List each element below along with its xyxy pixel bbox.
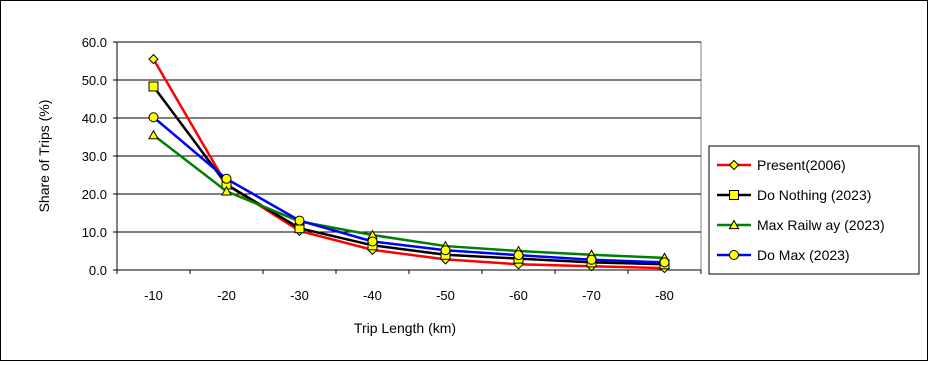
series-4-point bbox=[659, 257, 670, 268]
series-3-line bbox=[152, 134, 665, 260]
legend-label: Max Railw ay (2023) bbox=[757, 217, 885, 233]
series-3-point bbox=[221, 185, 232, 196]
series-1-point bbox=[148, 53, 159, 65]
series-4-point bbox=[221, 173, 232, 184]
legend-marker bbox=[729, 250, 739, 260]
series-4-point bbox=[440, 245, 451, 256]
legend-marker bbox=[728, 219, 740, 230]
y-axis-title: Share of Trips (%) bbox=[36, 100, 52, 213]
series-4-point bbox=[367, 236, 378, 247]
x-tick-label: -60 bbox=[509, 288, 528, 303]
x-tick-label: -20 bbox=[217, 288, 236, 303]
legend-marker bbox=[728, 159, 740, 171]
x-tick-label: -50 bbox=[436, 288, 455, 303]
legend-label: Do Nothing (2023) bbox=[757, 187, 871, 203]
y-tick-label: 20.0 bbox=[82, 187, 107, 202]
series-4-point bbox=[513, 250, 524, 261]
y-tick-label: 40.0 bbox=[82, 111, 107, 126]
y-tick-label: 30.0 bbox=[82, 149, 107, 164]
x-tick-label: -40 bbox=[363, 288, 382, 303]
x-axis-title: Trip Length (km) bbox=[354, 320, 456, 336]
series-2-point bbox=[148, 81, 159, 92]
y-tick-label: 10.0 bbox=[82, 225, 107, 240]
x-tick-label: -80 bbox=[655, 288, 674, 303]
legend-label: Do Max (2023) bbox=[757, 247, 850, 263]
legend-box bbox=[708, 145, 920, 275]
y-tick-label: 50.0 bbox=[82, 73, 107, 88]
series-4-point bbox=[294, 215, 305, 226]
y-tick-label: 0.0 bbox=[89, 263, 107, 278]
x-tick-label: -70 bbox=[582, 288, 601, 303]
x-tick-label: -30 bbox=[290, 288, 309, 303]
series-4-point bbox=[586, 254, 597, 265]
legend-label: Present(2006) bbox=[757, 157, 846, 173]
series-2-line bbox=[152, 85, 665, 266]
series-4-line bbox=[152, 116, 665, 264]
legend-marker bbox=[729, 190, 739, 200]
x-tick-label: -10 bbox=[144, 288, 163, 303]
series-3-point bbox=[148, 129, 159, 140]
y-tick-label: 60.0 bbox=[82, 35, 107, 50]
series-4-point bbox=[148, 112, 159, 123]
